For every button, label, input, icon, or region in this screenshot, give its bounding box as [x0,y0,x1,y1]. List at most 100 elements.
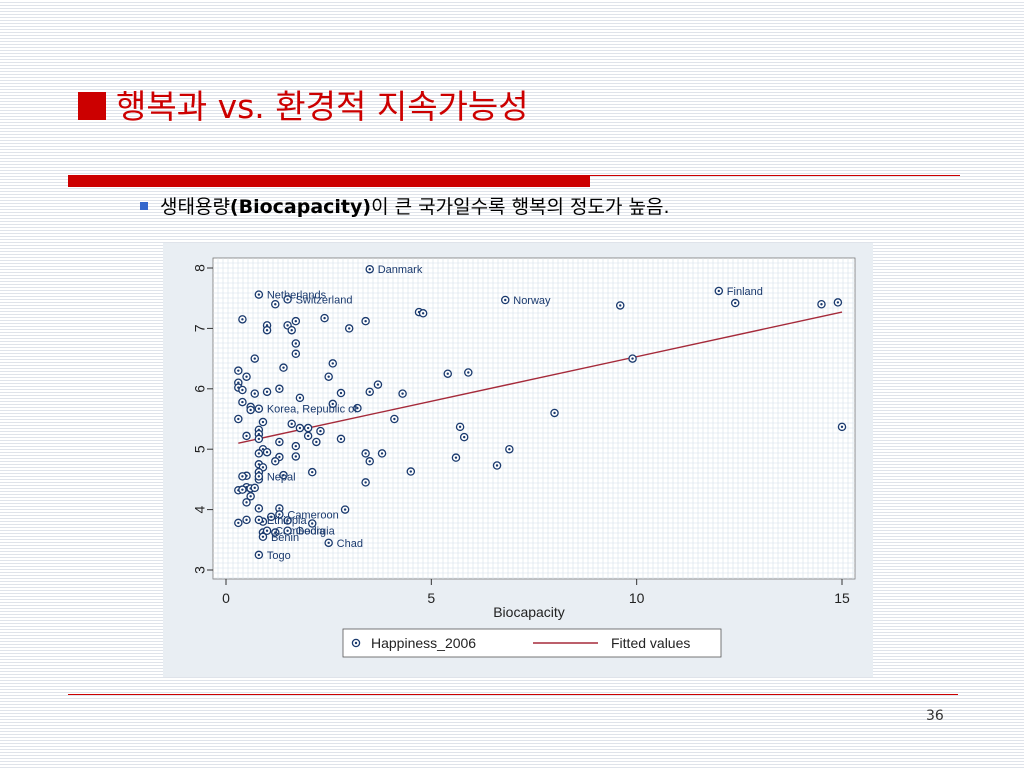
data-point-labeled-center [261,535,265,538]
data-point-center [327,375,330,378]
data-point-center [339,391,343,395]
page-number: 36 [926,708,944,724]
data-point-center [241,388,244,392]
slide-title-text: 행복과 vs. 환경적 지속가능성 [116,87,529,126]
chart-panel: 0 5 10 15 3 4 5 6 7 8 Biocapacity Danmark Finland Net… [163,243,873,677]
data-point-center [820,303,823,306]
title-square-icon [78,92,106,120]
x-tick-label: 5 [427,590,435,606]
data-point-labeled-center [368,268,371,271]
data-point-center [409,470,412,473]
data-point-center [241,475,244,478]
data-point-center [241,488,244,491]
point-label: Finland [727,286,763,298]
data-point-labeled-center [286,298,289,301]
data-point-center [393,417,396,421]
data-point-labeled-center [717,289,720,293]
data-point-center [421,312,425,315]
data-point-center [467,371,470,374]
title-underline-line [590,175,960,176]
data-point-center [253,486,256,490]
data-point-center [278,387,281,390]
data-point-center [290,422,293,426]
y-tick-label: 3 [192,566,208,574]
data-point-center [237,369,240,372]
data-point-center [237,381,240,384]
data-point-center [323,316,326,320]
data-point-labeled-center [257,475,261,478]
data-point-center [364,452,367,455]
data-point-center [298,426,302,430]
title-underline-bar [68,175,590,187]
y-tick-label: 7 [192,324,208,332]
data-point-center [840,425,844,429]
data-point-center [368,460,371,463]
data-point-center [286,519,289,522]
point-label: Nepal [267,471,296,483]
bullet-prefix: 생태용량 [160,196,230,218]
x-axis-label: Biocapacity [493,604,565,620]
data-point-center [339,437,343,441]
data-point-center [261,466,265,469]
legend-box [342,628,722,658]
y-tick-label: 4 [192,505,208,513]
point-label: Benin [271,532,299,544]
data-point-center [294,455,298,458]
point-label: Georgia [296,526,336,538]
data-point-center [282,366,285,369]
point-label: Ethiopia [267,515,308,527]
data-point-labeled-center [257,293,261,296]
data-point-center [376,383,380,386]
data-point-center [245,518,248,522]
data-point-center [306,426,310,430]
data-point-labeled-center [278,513,281,516]
data-point-center [311,470,314,474]
data-point-center [356,406,359,410]
point-label: Korea, Republic of [267,404,358,416]
data-point-center [298,396,302,400]
data-point-center [315,440,318,444]
data-point-center [319,429,322,433]
data-point-center [261,448,265,451]
point-label: Chad [337,538,363,550]
data-point-center [253,357,256,360]
data-point-center [401,392,404,395]
bullet-bold: (Biocapacity) [229,196,372,218]
data-point-center [294,444,298,448]
data-point-center [278,440,281,444]
data-point-center [257,452,261,455]
data-point-center [364,481,367,484]
data-point-center [836,301,840,304]
fitted-values-line [238,311,843,444]
data-point-center [348,327,351,330]
legend-entry-label: Happiness_2006 [371,635,476,651]
data-point-labeled-center [257,553,261,557]
point-label: Netherlands [267,290,327,302]
bullet-suffix: 이 큰 국가일수록 행복의 정도가 높음. [371,196,670,218]
data-point-center [278,455,281,459]
data-point-center [269,515,273,519]
data-point-center [237,417,240,421]
y-tick-label: 8 [192,264,208,272]
bullet-square-icon [140,202,148,210]
data-point-center [294,319,298,323]
x-tick-label: 10 [629,590,645,606]
legend-marker-center [354,641,358,645]
data-point-center [265,324,269,327]
data-point-center [631,357,634,360]
data-point-center [245,501,248,504]
data-point-center [257,463,261,466]
data-point-center [458,425,462,429]
data-point-center [619,304,622,307]
data-point-center [265,329,269,332]
data-point-center [294,342,298,345]
data-point-center [257,432,261,436]
data-point-center [508,448,511,451]
footer-rule [68,694,958,695]
legend-entry-label: Fitted values [611,635,690,651]
data-point-labeled-center [265,529,269,532]
data-point-center [265,390,269,394]
bullet-point: 생태용량(Biocapacity)이 큰 국가일수록 행복의 정도가 높음. [140,192,670,219]
point-label: Danmark [378,264,423,276]
data-point-center [553,411,556,415]
